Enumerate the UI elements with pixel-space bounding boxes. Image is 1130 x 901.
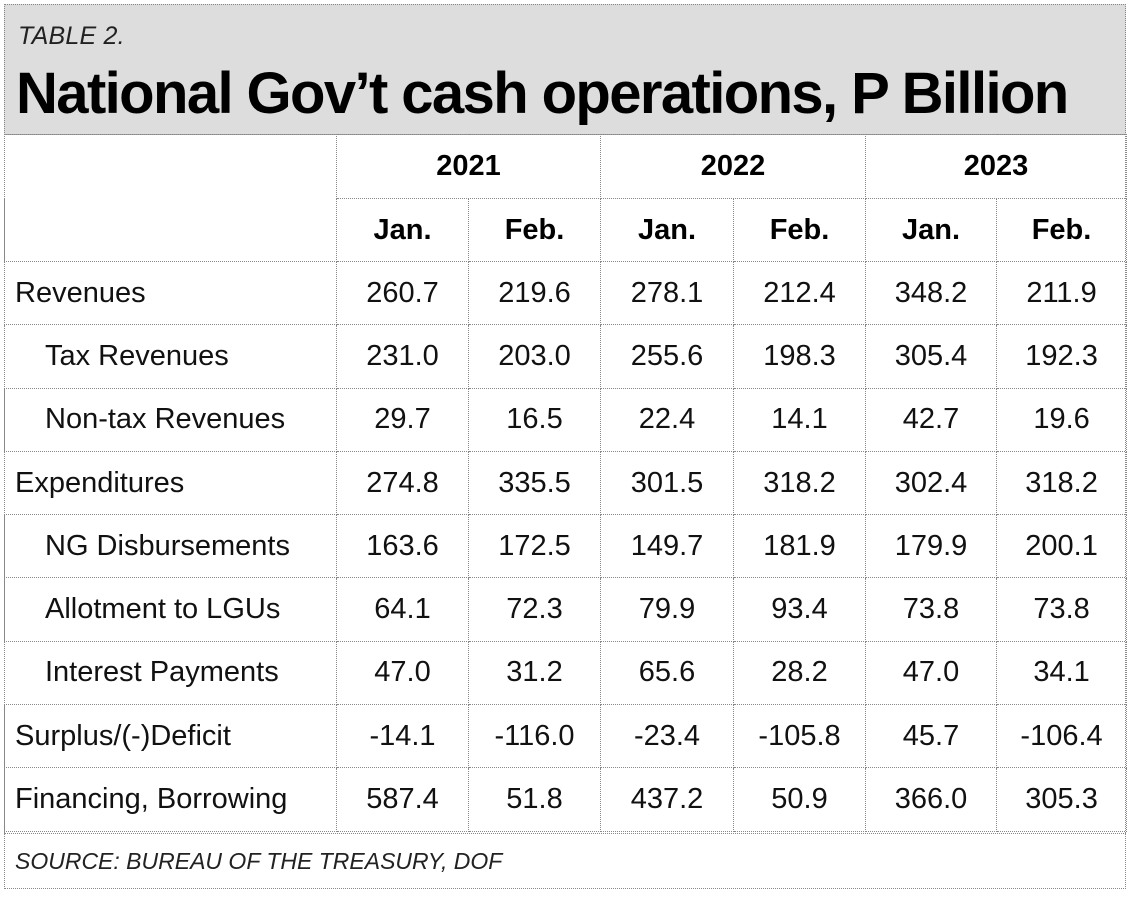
table-row-tax-revenues: Tax Revenues 231.0 203.0 255.6 198.3 305… — [4, 324, 1128, 389]
cell-value: 47.0 — [336, 640, 469, 706]
table-title: National Gov’t cash operations, P Billio… — [16, 61, 1069, 126]
month-header: Jan. — [600, 198, 735, 262]
table-row-non-tax-revenues: Non-tax Revenues 29.7 16.5 22.4 14.1 42.… — [4, 387, 1128, 452]
cell-value: 179.9 — [865, 514, 998, 579]
cell-value: 305.4 — [865, 324, 998, 389]
cell-value: 260.7 — [336, 260, 469, 326]
table-row-financing-borrowing: Financing, Borrowing 587.4 51.8 437.2 50… — [4, 767, 1128, 832]
cell-value: 335.5 — [467, 450, 602, 516]
cell-value: 28.2 — [733, 640, 867, 706]
cell-value: 305.3 — [996, 767, 1128, 832]
cell-value: 587.4 — [336, 767, 469, 832]
cell-value: 192.3 — [996, 324, 1128, 389]
cell-value: 31.2 — [467, 640, 602, 706]
table-row-surplus-deficit: Surplus/(-)Deficit -14.1 -116.0 -23.4 -1… — [4, 704, 1128, 769]
table-footer: SOURCE: BUREAU OF THE TREASURY, DOF — [4, 833, 1126, 889]
cell-value: -106.4 — [996, 704, 1128, 769]
table-row-revenues: Revenues 260.7 219.6 278.1 212.4 348.2 2… — [4, 260, 1128, 326]
cell-value: 278.1 — [600, 260, 735, 326]
table-row-allotment-to-lgus: Allotment to LGUs 64.1 72.3 79.9 93.4 73… — [4, 577, 1128, 642]
row-label: NG Disbursements — [4, 514, 337, 579]
cell-value: 302.4 — [865, 450, 998, 516]
source-note: SOURCE: BUREAU OF THE TREASURY, DOF — [15, 848, 503, 874]
row-label: Revenues — [4, 260, 337, 326]
cell-value: 231.0 — [336, 324, 469, 389]
cell-value: 200.1 — [996, 514, 1128, 579]
cell-value: 47.0 — [865, 640, 998, 706]
cell-value: 50.9 — [733, 767, 867, 832]
month-header: Feb. — [996, 198, 1128, 262]
cell-value: 163.6 — [336, 514, 469, 579]
cell-value: 149.7 — [600, 514, 735, 579]
cell-value: 211.9 — [996, 260, 1128, 326]
cell-value: -116.0 — [467, 704, 602, 769]
table-row-ng-disbursements: NG Disbursements 163.6 172.5 149.7 181.9… — [4, 514, 1128, 579]
cell-value: -14.1 — [336, 704, 469, 769]
cell-value: 437.2 — [600, 767, 735, 832]
row-label: Surplus/(-)Deficit — [4, 704, 337, 769]
cell-value: -105.8 — [733, 704, 867, 769]
cell-value: 14.1 — [733, 387, 867, 452]
cell-value: 318.2 — [733, 450, 867, 516]
cell-value: 93.4 — [733, 577, 867, 642]
cell-value: 29.7 — [336, 387, 469, 452]
cell-value: 318.2 — [996, 450, 1128, 516]
month-header: Feb. — [467, 198, 602, 262]
cell-value: 212.4 — [733, 260, 867, 326]
table-row-expenditures: Expenditures 274.8 335.5 301.5 318.2 302… — [4, 450, 1128, 516]
cell-value: 172.5 — [467, 514, 602, 579]
table-label: TABLE 2. — [18, 22, 125, 50]
row-label: Non-tax Revenues — [4, 387, 337, 452]
cash-operations-table: 2021 2022 2023 Jan. Feb. Jan. Feb. Jan. … — [4, 134, 1128, 832]
cell-value: 45.7 — [865, 704, 998, 769]
cell-value: 65.6 — [600, 640, 735, 706]
cell-value: 366.0 — [865, 767, 998, 832]
corner-cell — [4, 134, 337, 262]
cell-value: -23.4 — [600, 704, 735, 769]
cell-value: 16.5 — [467, 387, 602, 452]
cell-value: 51.8 — [467, 767, 602, 832]
cell-value: 219.6 — [467, 260, 602, 326]
cell-value: 181.9 — [733, 514, 867, 579]
cell-value: 19.6 — [996, 387, 1128, 452]
cell-value: 73.8 — [865, 577, 998, 642]
table-header: TABLE 2. National Gov’t cash operations,… — [4, 4, 1126, 135]
cell-value: 34.1 — [996, 640, 1128, 706]
row-label: Allotment to LGUs — [4, 577, 337, 642]
year-header-row: 2021 2022 2023 — [4, 134, 1128, 262]
cell-value: 274.8 — [336, 450, 469, 516]
row-label: Interest Payments — [4, 640, 337, 706]
year-header: 2021 — [335, 134, 602, 199]
table-row-interest-payments: Interest Payments 47.0 31.2 65.6 28.2 47… — [4, 640, 1128, 706]
month-header: Jan. — [336, 198, 469, 262]
row-label: Expenditures — [4, 450, 337, 516]
row-label: Tax Revenues — [4, 324, 337, 389]
year-header: 2023 — [865, 134, 1128, 199]
cell-value: 72.3 — [467, 577, 602, 642]
cell-value: 79.9 — [600, 577, 735, 642]
cell-value: 22.4 — [600, 387, 735, 452]
cell-value: 42.7 — [865, 387, 998, 452]
month-header: Feb. — [733, 198, 867, 262]
cell-value: 73.8 — [996, 577, 1128, 642]
cell-value: 198.3 — [733, 324, 867, 389]
cell-value: 301.5 — [600, 450, 735, 516]
cell-value: 203.0 — [467, 324, 602, 389]
month-header: Jan. — [865, 198, 998, 262]
cell-value: 64.1 — [336, 577, 469, 642]
cell-value: 255.6 — [600, 324, 735, 389]
row-label: Financing, Borrowing — [4, 767, 337, 832]
cell-value: 348.2 — [865, 260, 998, 326]
year-header: 2022 — [600, 134, 867, 199]
